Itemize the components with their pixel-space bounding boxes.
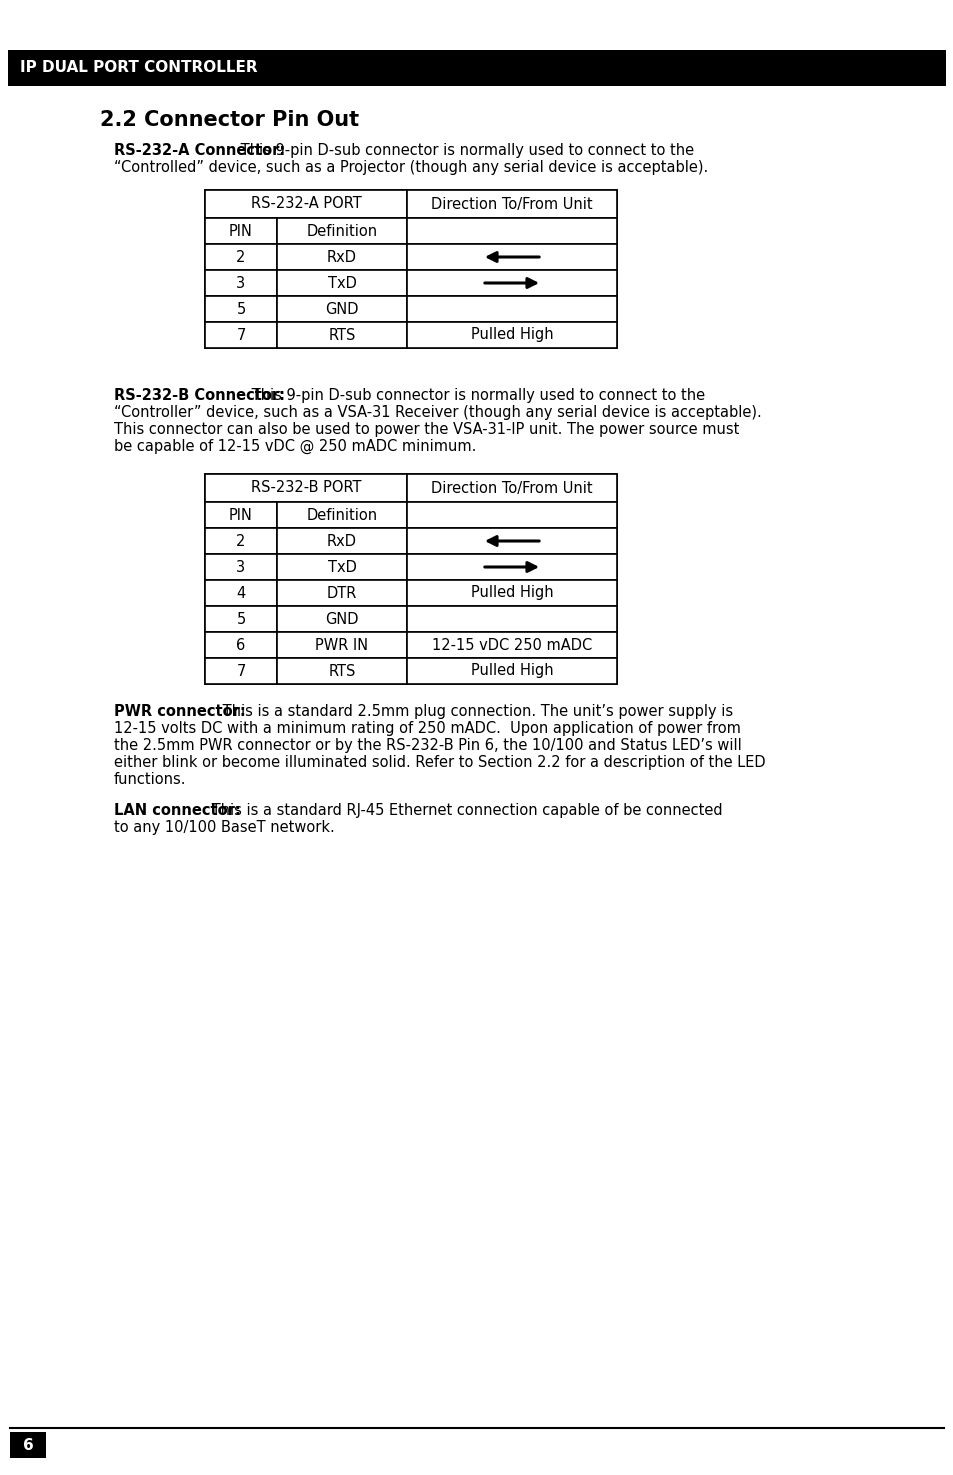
Bar <box>276 658 407 684</box>
Text: This is a standard 2.5mm plug connection. The unit’s power supply is: This is a standard 2.5mm plug connection… <box>218 704 732 718</box>
Text: 2: 2 <box>236 534 246 549</box>
Bar <box>407 190 617 218</box>
Text: RS-232-B PORT: RS-232-B PORT <box>251 481 361 496</box>
Bar <box>205 606 276 631</box>
Text: This 9-pin D-sub connector is normally used to connect to the: This 9-pin D-sub connector is normally u… <box>247 388 704 403</box>
Text: IP DUAL PORT CONTROLLER: IP DUAL PORT CONTROLLER <box>20 60 257 75</box>
Text: the 2.5mm PWR connector or by the RS-232-B Pin 6, the 10/100 and Status LED’s wi: the 2.5mm PWR connector or by the RS-232… <box>113 738 741 754</box>
Text: 12-15 vDC 250 mADC: 12-15 vDC 250 mADC <box>432 637 592 652</box>
Bar <box>276 218 407 243</box>
Bar <box>276 270 407 296</box>
Text: RTS: RTS <box>328 664 355 678</box>
Bar <box>407 528 617 555</box>
Text: 2: 2 <box>236 249 246 264</box>
Text: 2.2 Connector Pin Out: 2.2 Connector Pin Out <box>100 111 358 130</box>
Text: DTR: DTR <box>327 586 356 600</box>
Text: “Controlled” device, such as a Projector (though any serial device is acceptable: “Controlled” device, such as a Projector… <box>113 159 707 176</box>
Bar <box>205 502 276 528</box>
Text: TxD: TxD <box>327 276 356 291</box>
Text: functions.: functions. <box>113 771 186 788</box>
Bar <box>407 322 617 348</box>
Bar <box>276 606 407 631</box>
Bar <box>407 218 617 243</box>
Bar <box>276 631 407 658</box>
Text: Direction To/From Unit: Direction To/From Unit <box>431 481 592 496</box>
Bar <box>407 580 617 606</box>
Bar <box>8 50 945 86</box>
Bar <box>407 658 617 684</box>
Text: This connector can also be used to power the VSA-31-IP unit. The power source mu: This connector can also be used to power… <box>113 422 739 437</box>
Bar <box>205 218 276 243</box>
Bar <box>205 631 276 658</box>
Text: PWR connector:: PWR connector: <box>113 704 246 718</box>
Text: PIN: PIN <box>229 224 253 239</box>
Bar <box>205 296 276 322</box>
Text: RS-232-B Connector:: RS-232-B Connector: <box>113 388 285 403</box>
Bar <box>205 322 276 348</box>
Bar <box>407 555 617 580</box>
Text: RTS: RTS <box>328 327 355 342</box>
Text: 4: 4 <box>236 586 245 600</box>
Text: 6: 6 <box>236 637 245 652</box>
Bar <box>205 555 276 580</box>
Bar <box>205 473 617 684</box>
Bar <box>205 580 276 606</box>
Bar <box>276 322 407 348</box>
Text: to any 10/100 BaseT network.: to any 10/100 BaseT network. <box>113 820 335 835</box>
Text: “Controller” device, such as a VSA-31 Receiver (though any serial device is acce: “Controller” device, such as a VSA-31 Re… <box>113 406 760 420</box>
Bar <box>205 658 276 684</box>
Text: 12-15 volts DC with a minimum rating of 250 mADC.  Upon application of power fro: 12-15 volts DC with a minimum rating of … <box>113 721 740 736</box>
Bar <box>276 243 407 270</box>
Bar <box>276 555 407 580</box>
Bar <box>205 270 276 296</box>
Bar <box>276 580 407 606</box>
Text: Direction To/From Unit: Direction To/From Unit <box>431 196 592 211</box>
Bar <box>276 502 407 528</box>
Bar <box>407 606 617 631</box>
Text: TxD: TxD <box>327 559 356 574</box>
Text: RS-232-A PORT: RS-232-A PORT <box>251 196 361 211</box>
Text: be capable of 12-15 vDC @ 250 mADC minimum.: be capable of 12-15 vDC @ 250 mADC minim… <box>113 440 476 454</box>
Text: RxD: RxD <box>327 534 356 549</box>
Text: PIN: PIN <box>229 507 253 522</box>
Text: 3: 3 <box>236 559 245 574</box>
Bar <box>205 190 407 218</box>
Text: either blink or become illuminated solid. Refer to Section 2.2 for a description: either blink or become illuminated solid… <box>113 755 765 770</box>
Text: GND: GND <box>325 612 358 627</box>
Text: Definition: Definition <box>306 224 377 239</box>
Text: Pulled High: Pulled High <box>470 327 553 342</box>
Text: RxD: RxD <box>327 249 356 264</box>
Text: Pulled High: Pulled High <box>470 664 553 678</box>
Text: Definition: Definition <box>306 507 377 522</box>
Text: 7: 7 <box>236 664 246 678</box>
Bar <box>407 473 617 502</box>
Text: This is a standard RJ-45 Ethernet connection capable of be connected: This is a standard RJ-45 Ethernet connec… <box>207 802 721 819</box>
Bar <box>205 473 407 502</box>
Text: 3: 3 <box>236 276 245 291</box>
Text: 6: 6 <box>23 1438 33 1453</box>
Text: Pulled High: Pulled High <box>470 586 553 600</box>
Text: LAN connector:: LAN connector: <box>113 802 240 819</box>
Text: RS-232-A Connector:: RS-232-A Connector: <box>113 143 285 158</box>
Text: 7: 7 <box>236 327 246 342</box>
Text: This 9-pin D-sub connector is normally used to connect to the: This 9-pin D-sub connector is normally u… <box>235 143 694 158</box>
Text: PWR IN: PWR IN <box>315 637 368 652</box>
Bar <box>205 243 276 270</box>
Bar <box>276 528 407 555</box>
Bar <box>205 528 276 555</box>
Bar <box>276 296 407 322</box>
Text: 5: 5 <box>236 612 245 627</box>
Bar <box>407 296 617 322</box>
Bar <box>407 631 617 658</box>
Bar <box>407 243 617 270</box>
Bar <box>205 190 617 348</box>
Bar <box>10 1432 46 1457</box>
Bar <box>407 502 617 528</box>
Text: GND: GND <box>325 301 358 317</box>
Text: 5: 5 <box>236 301 245 317</box>
Bar <box>407 270 617 296</box>
